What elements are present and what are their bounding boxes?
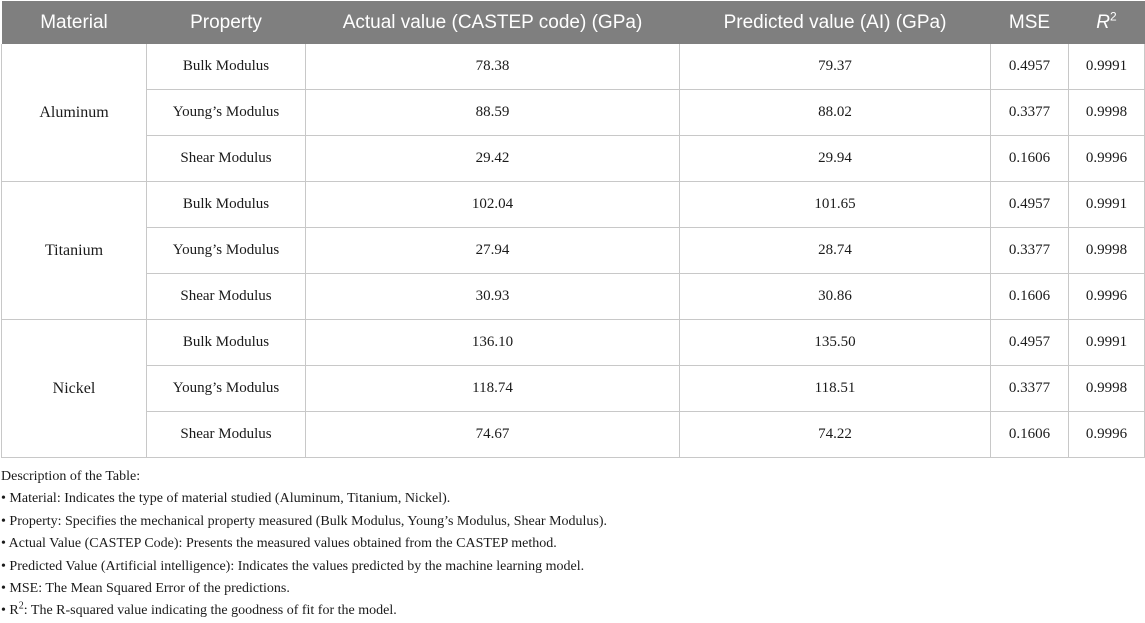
- mse-cell: 0.1606: [990, 273, 1069, 320]
- actual-value-cell: 78.38: [305, 44, 680, 90]
- table-row: Young’s Modulus 27.94 28.74 0.3377 0.9998: [2, 227, 1145, 274]
- description-item-r-squared: • R2: The R-squared value indicating the…: [1, 600, 1141, 622]
- header-material: Material: [1, 1, 147, 44]
- material-cell: Aluminum: [1, 44, 147, 182]
- description-item-predicted: • Predicted Value (Artificial intelligen…: [1, 558, 585, 574]
- table-row: Nickel Bulk Modulus 136.10 135.50 0.4957 0.99…: [1, 319, 1145, 458]
- property-cell: Young’s Modulus: [146, 365, 306, 412]
- r-squared-cell: 0.9996: [1068, 273, 1145, 320]
- table-body: Aluminum Bulk Modulus 78.38 79.37 0.4957 0.99…: [1, 44, 1145, 458]
- r-squared-cell: 0.9996: [1068, 135, 1145, 182]
- predicted-value-cell: 135.50: [679, 319, 991, 366]
- predicted-value-cell: 74.22: [679, 411, 991, 458]
- mse-cell: 0.1606: [990, 411, 1069, 458]
- actual-value-cell: 118.74: [305, 365, 680, 412]
- table-row: Shear Modulus 74.67 74.22 0.1606 0.9996: [2, 411, 1145, 458]
- header-r-symbol: R: [1096, 11, 1111, 33]
- predicted-value-cell: 29.94: [679, 135, 991, 182]
- predicted-value-cell: 88.02: [679, 89, 991, 136]
- description-item-mse: • MSE: The Mean Squared Error of the pre…: [1, 581, 290, 597]
- r-squared-cell: 0.9991: [1068, 44, 1145, 90]
- predicted-value-cell: 79.37: [679, 44, 991, 90]
- actual-value-cell: 136.10: [305, 319, 680, 366]
- property-cell: Young’s Modulus: [146, 89, 306, 136]
- actual-value-cell: 74.67: [305, 411, 680, 458]
- predicted-value-cell: 101.65: [679, 181, 991, 228]
- predicted-value-cell: 28.74: [679, 227, 991, 274]
- mse-cell: 0.4957: [990, 181, 1069, 228]
- mse-cell: 0.1606: [990, 135, 1069, 182]
- mse-cell: 0.3377: [990, 89, 1069, 136]
- description-heading: Description of the Table:: [1, 469, 141, 484]
- actual-value-cell: 88.59: [305, 89, 680, 136]
- table-row: Aluminum Bulk Modulus 78.38 79.37 0.4957 0.99…: [1, 44, 1145, 182]
- actual-value-cell: 30.93: [305, 273, 680, 320]
- table-row: Shear Modulus 29.42 29.94 0.1606 0.9996: [2, 135, 1145, 182]
- header-mse: MSE: [990, 1, 1069, 44]
- table-row: Shear Modulus 30.93 30.86 0.1606 0.9996: [2, 273, 1145, 320]
- material-cell: Nickel: [1, 319, 147, 458]
- material-cell: Titanium: [1, 181, 147, 320]
- property-cell: Bulk Modulus: [146, 44, 306, 90]
- header-property: Property: [146, 1, 306, 44]
- property-cell: Young’s Modulus: [146, 227, 306, 274]
- table-row: Young’s Modulus 88.59 88.02 0.3377 0.9998: [2, 89, 1145, 136]
- description-item-material: • Material: Indicates the type of materi…: [1, 491, 451, 507]
- r-squared-cell: 0.9998: [1068, 365, 1145, 412]
- description-item-actual: • Actual Value (CASTEP Code): Presents t…: [1, 536, 557, 552]
- header-predicted-value: Predicted value (AI) (GPa): [679, 1, 991, 44]
- table-description: Description of the Table: • Material: In…: [1, 466, 1141, 623]
- property-cell: Bulk Modulus: [146, 181, 306, 228]
- mse-cell: 0.4957: [990, 319, 1069, 366]
- r-squared-cell: 0.9998: [1068, 227, 1145, 274]
- r-squared-superscript: 2: [18, 600, 24, 612]
- actual-value-cell: 102.04: [305, 181, 680, 228]
- mse-cell: 0.3377: [990, 227, 1069, 274]
- description-item-property: • Property: Specifies the mechanical pro…: [1, 513, 608, 529]
- r-squared-cell: 0.9996: [1068, 411, 1145, 458]
- header-r-squared: R2: [1068, 1, 1145, 44]
- r-squared-cell: 0.9991: [1068, 181, 1145, 228]
- header-actual-value: Actual value (CASTEP code) (GPa): [305, 1, 680, 44]
- header-row: Material Property Actual value (CASTEP c…: [1, 1, 1145, 44]
- r-squared-prefix: • R: [1, 603, 19, 619]
- actual-value-cell: 29.42: [305, 135, 680, 182]
- header-r-superscript: 2: [1110, 9, 1117, 24]
- table-row: Titanium Bulk Modulus 102.04 101.65 0.4957 0.…: [1, 181, 1145, 320]
- results-table: Material Property Actual value (CASTEP c…: [1, 1, 1145, 458]
- property-cell: Shear Modulus: [146, 135, 306, 182]
- property-cell: Shear Modulus: [146, 273, 306, 320]
- property-cell: Shear Modulus: [146, 411, 306, 458]
- r-squared-text: : The R-squared value indicating the goo…: [23, 603, 397, 619]
- actual-value-cell: 27.94: [305, 227, 680, 274]
- r-squared-cell: 0.9991: [1068, 319, 1145, 366]
- r-squared-cell: 0.9998: [1068, 89, 1145, 136]
- predicted-value-cell: 30.86: [679, 273, 991, 320]
- mse-cell: 0.3377: [990, 365, 1069, 412]
- predicted-value-cell: 118.51: [679, 365, 991, 412]
- property-cell: Bulk Modulus: [146, 319, 306, 366]
- mse-cell: 0.4957: [990, 44, 1069, 90]
- table-row: Young’s Modulus 118.74 118.51 0.3377 0.9998: [2, 365, 1145, 412]
